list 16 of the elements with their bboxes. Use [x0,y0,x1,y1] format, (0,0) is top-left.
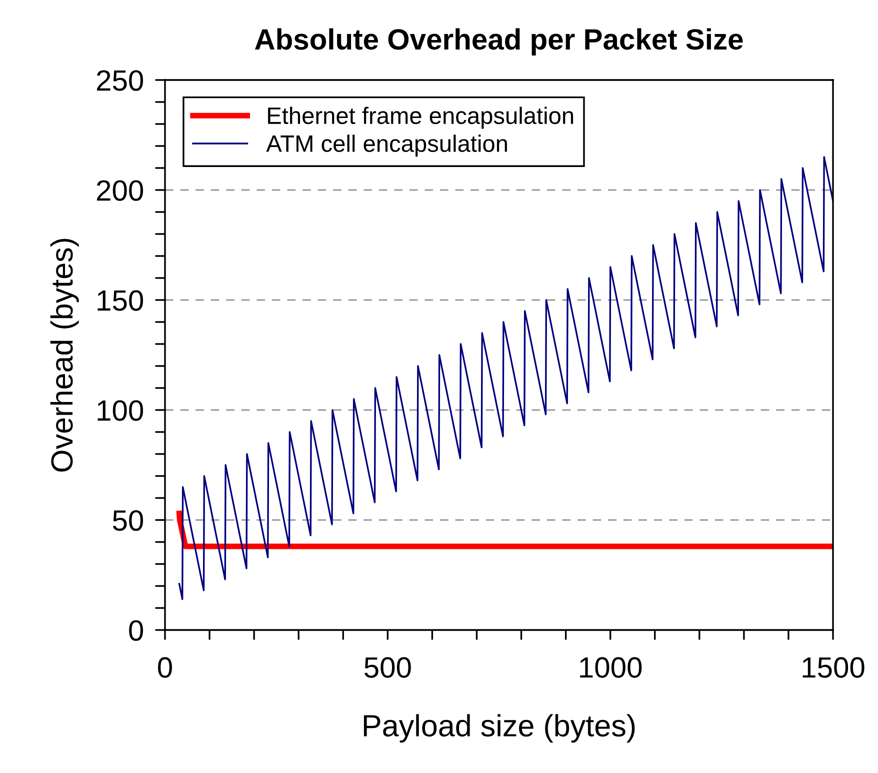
line-series [178,156,833,600]
y-tick-label: 200 [96,180,144,201]
y-tick-label: 150 [98,290,144,311]
chart-title: Absolute Overhead per Packet Size [254,28,743,56]
x-axis-title: Payload size (bytes) [364,714,635,743]
y-tick-label: 50 [112,510,144,531]
legend-label: ATM cell encapsulation [266,134,507,157]
y-tick-label: 100 [98,400,144,421]
x-tick-label: 500 [364,657,411,678]
y-tick-label: 250 [96,70,144,91]
legend-label: Ethernet frame encapsulation [268,106,574,129]
x-tick-label: 0 [158,657,172,678]
y-tick-label: 0 [129,620,144,641]
x-tick-label: 1000 [580,657,642,678]
y-axis-title: Overhead (bytes) [50,238,79,472]
x-tick-label: 1500 [802,657,864,678]
